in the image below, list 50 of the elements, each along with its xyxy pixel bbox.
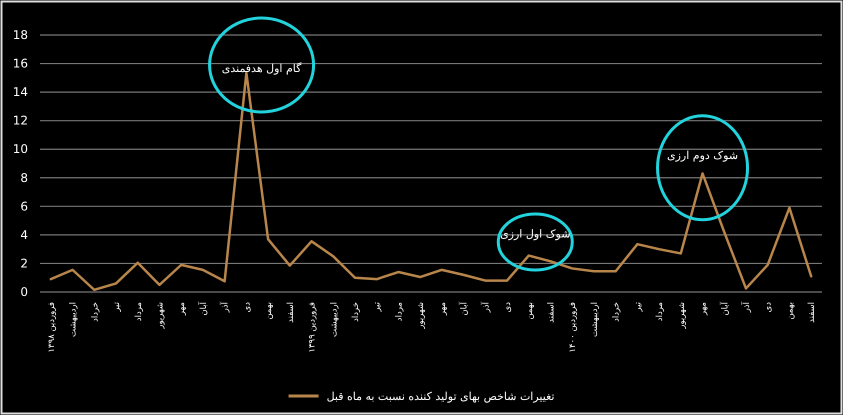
y-tick-label: 6 [20,199,28,214]
x-tick-label: بهمن [524,302,535,320]
x-tick-label: آبان [458,301,470,316]
x-tick-label: شهریور [676,302,687,330]
y-tick-label: 12 [12,114,28,128]
annotation: شوک اول ارزی [500,228,570,241]
x-tick-label: مهر [698,302,709,316]
y-tick-label: 0 [20,285,28,299]
x-tick-label: آذر [740,301,752,314]
y-tick-label: 2 [20,256,28,270]
x-tick-label: مرداد [394,302,404,322]
x-tick-label: دی [764,302,774,312]
y-tick-label: 14 [12,85,28,100]
x-tick-label: اردیبهشت [329,302,340,338]
x-tick-label: مهر [438,302,448,316]
y-tick-label: 16 [12,56,28,71]
x-tick-label: خرداد [612,302,622,322]
x-tick-label: اردیبهشت [590,302,600,338]
x-tick-label: شهریور [155,302,166,330]
x-tick-label: فروردین ۱۴۰۰ [568,302,578,353]
x-tick-label: مهر [177,302,188,316]
x-tick-label: فروردین ۱۳۹۹ [308,302,318,353]
y-tick-label: 10 [12,142,28,156]
x-tick-label: بهمن [264,302,274,320]
y-tick-label: 4 [20,228,28,242]
x-tick-label: فروردین ۱۳۹۸ [46,302,57,353]
x-tick-label: تیر [372,301,383,313]
x-tick-label: بهمن [785,302,796,320]
x-tick-label: آبان [719,301,730,316]
x-tick-label: دی [503,302,514,312]
annotation: گام اول هدفمندی [222,62,302,76]
x-tick-label: آبان [198,301,209,316]
annotation: شوک دوم ارزی [666,149,738,162]
x-tick-label: اسفند [286,302,296,323]
x-tick-label: آذر [480,301,492,314]
x-tick-label: خرداد [90,302,100,322]
x-tick-label: اردیبهشت [68,302,79,338]
y-tick-label: 8 [20,170,28,185]
x-tick-label: اسفند [807,302,818,323]
x-tick-label: مرداد [134,302,144,322]
x-tick-label: مرداد [655,302,666,322]
x-tick-label: تیر [112,301,122,313]
y-tick-label: 18 [12,28,28,42]
x-tick-label: خرداد [350,302,361,322]
x-tick-label: تیر [633,301,644,313]
legend: تغییرات شاخص بهای تولید کننده نسبت به ماه قبل [288,390,554,403]
x-tick-label: اسفند [546,302,556,323]
x-tick-label: دی [242,302,252,312]
x-tick-label: آذر [220,301,231,314]
x-tick-label: شهریور [416,302,426,330]
